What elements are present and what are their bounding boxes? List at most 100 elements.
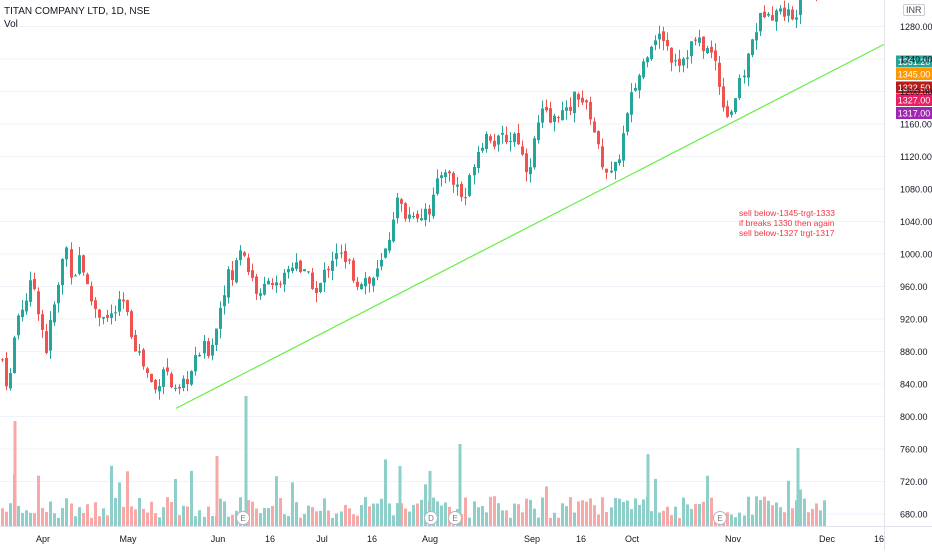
candle-body — [464, 197, 467, 199]
annotation-line-3[interactable]: sell below-1327 trgt-1317 — [739, 228, 835, 238]
volume-bar — [642, 499, 645, 526]
volume-bar — [730, 514, 733, 526]
volume-bar — [219, 498, 222, 526]
volume-bar — [545, 486, 548, 526]
candle-body — [565, 107, 568, 111]
candle-body — [630, 92, 633, 115]
event-marker[interactable]: E — [236, 511, 250, 525]
currency-selector[interactable]: INR — [903, 4, 925, 16]
volume-bar — [618, 498, 621, 526]
volume-bar — [416, 503, 419, 526]
volume-bar — [340, 511, 343, 526]
candle-body — [65, 247, 68, 260]
price-level-label: 1345.00 — [898, 70, 931, 80]
candle-body — [513, 133, 516, 143]
volume-bar — [650, 511, 653, 526]
volume-bar — [585, 501, 588, 526]
y-tick-label: 1200.00 — [900, 87, 932, 97]
candle-body — [166, 367, 169, 372]
y-tick-label: 880.00 — [900, 347, 928, 357]
volume-bar — [303, 513, 306, 526]
candle-body — [787, 9, 790, 16]
volume-bar — [763, 496, 766, 526]
price-level-layer[interactable]: 1361.20 1345.00 1332.50 1327.00 1317.00 — [0, 0, 932, 119]
candle-body — [57, 284, 60, 304]
volume-bar — [295, 502, 298, 526]
volume-bar — [658, 512, 661, 526]
candle-body — [352, 260, 355, 281]
y-tick-label: 1240.00 — [900, 55, 932, 65]
y-tick-label: 1000.00 — [900, 250, 932, 260]
candle-body — [45, 331, 48, 353]
volume-bar — [751, 514, 754, 526]
volume-bar — [126, 471, 129, 526]
candle-body — [545, 107, 548, 111]
support-trendline[interactable] — [175, 43, 885, 409]
event-marker[interactable]: D — [424, 511, 438, 525]
candle-body — [549, 108, 552, 123]
volume-bar — [231, 514, 234, 526]
candle-body — [219, 307, 222, 329]
volume-bar — [344, 504, 347, 526]
y-tick-label: 800.00 — [900, 412, 928, 422]
y-tick-label: 1280.00 — [900, 22, 932, 32]
volume-bar — [307, 505, 310, 526]
candle-body — [710, 46, 713, 53]
candle-body — [489, 136, 492, 141]
candle-body — [170, 373, 173, 388]
candle-body — [400, 199, 403, 204]
event-marker[interactable]: E — [448, 511, 462, 525]
candle-body — [380, 260, 383, 267]
volume-bar — [49, 501, 52, 526]
x-tick-label: Sep — [524, 534, 540, 544]
candle-body — [90, 286, 93, 302]
volume-bar — [182, 505, 185, 526]
volume-bar — [106, 515, 109, 526]
candle-body — [759, 13, 762, 32]
candle-body — [37, 291, 40, 315]
currency-label: INR — [906, 5, 922, 15]
candle-body — [698, 37, 701, 43]
candle-body — [726, 106, 729, 117]
volume-bar — [436, 501, 439, 526]
volume-bar — [581, 500, 584, 526]
candle-body — [74, 275, 77, 277]
candle-body — [642, 61, 645, 78]
candle-body — [743, 75, 746, 78]
volume-bar — [597, 514, 600, 526]
candle-body — [779, 8, 782, 12]
event-marker[interactable]: E — [713, 511, 727, 525]
candle-body — [468, 175, 471, 196]
annotation-line-2[interactable]: if breaks 1330 then again — [739, 218, 835, 228]
candle-body — [722, 86, 725, 108]
volume-bar — [690, 508, 693, 526]
volume-bar — [678, 517, 681, 526]
volume-bar — [122, 506, 125, 526]
candle-body — [162, 369, 165, 387]
volume-bar — [134, 509, 137, 526]
candle-body — [315, 287, 318, 294]
candle-body — [9, 373, 12, 389]
volume-bar — [335, 513, 338, 526]
annotation-line-1[interactable]: sell below-1345-trgt-1333 — [739, 208, 835, 218]
volume-bar — [549, 517, 552, 526]
volume-bar — [702, 501, 705, 526]
x-tick-label: 16 — [576, 534, 586, 544]
candle-body — [541, 108, 544, 123]
symbol-title[interactable]: TITAN COMPANY LTD, 1D, NSE — [4, 6, 150, 17]
candle-body — [78, 255, 81, 274]
volume-label[interactable]: Vol — [4, 19, 18, 30]
volume-bar — [267, 508, 270, 526]
candle-body — [573, 91, 576, 114]
volume-bar — [247, 500, 250, 526]
trendline-layer[interactable] — [175, 43, 885, 409]
candle-body — [102, 316, 105, 319]
volume-bar — [110, 465, 113, 526]
volume-bar — [82, 512, 85, 526]
volume-bar — [146, 512, 149, 526]
chart-legend: TITAN COMPANY LTD, 1D, NSE Vol — [4, 5, 150, 31]
candle-body — [646, 57, 649, 63]
